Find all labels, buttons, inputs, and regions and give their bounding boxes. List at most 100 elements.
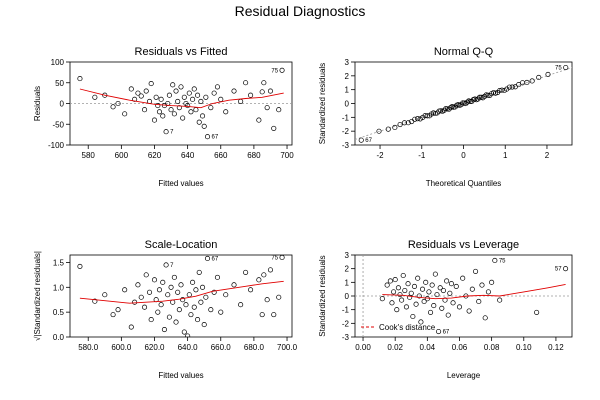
point-label: 75 [271, 255, 278, 261]
data-point [218, 96, 224, 102]
data-point [418, 319, 424, 325]
data-point [199, 113, 206, 119]
data-point [128, 324, 134, 330]
data-point [379, 296, 385, 302]
plot-frame [69, 254, 293, 338]
point-label: 75 [555, 66, 562, 72]
data-point [248, 287, 254, 293]
data-point [178, 282, 184, 288]
data-point [183, 302, 189, 308]
data-point [151, 117, 158, 123]
data-point [193, 107, 199, 113]
data-point [173, 319, 179, 325]
data-point [405, 281, 411, 287]
x-tick-label: 0.04 [420, 343, 436, 352]
data-point [115, 100, 121, 107]
data-point [243, 80, 249, 86]
point-label: 7 [170, 263, 174, 269]
data-point [410, 313, 416, 320]
data-point [492, 257, 498, 264]
y-tick-label: -1 [342, 113, 350, 122]
data-point [469, 98, 475, 104]
data-point [185, 103, 191, 109]
data-point [166, 314, 172, 320]
x-axis-label: Theoretical Quantiles [426, 179, 502, 188]
y-tick-label: 0 [345, 100, 350, 109]
point-label: 67 [365, 138, 372, 144]
data-point [218, 309, 224, 315]
x-tick-label: 660 [214, 151, 228, 160]
data-point [201, 322, 207, 328]
data-point [146, 289, 153, 295]
data-point [445, 312, 451, 318]
smooth-line [79, 88, 284, 109]
x-tick-label: 700.0 [277, 343, 298, 352]
data-point [110, 104, 116, 110]
x-tick-label: 600 [115, 151, 129, 160]
point-label: 67 [212, 135, 219, 141]
data-point [190, 96, 196, 102]
data-point [171, 111, 177, 117]
x-tick-label: -1 [418, 151, 426, 160]
data-point [153, 94, 159, 100]
data-point [358, 137, 364, 143]
data-point [128, 86, 134, 92]
data-point [563, 64, 569, 71]
data-point [231, 282, 237, 288]
data-point [387, 278, 393, 284]
data-point [115, 307, 121, 313]
plot-area [355, 255, 572, 337]
data-point [415, 275, 421, 281]
data-point [271, 125, 277, 131]
data-point [434, 292, 440, 298]
data-point [138, 294, 144, 300]
data-point [196, 269, 202, 275]
data-point [208, 105, 214, 111]
data-point [447, 290, 453, 296]
y-tick-label: 0 [345, 292, 350, 301]
x-tick-label: 620.0 [144, 343, 165, 352]
y-tick-label: 1 [345, 86, 350, 95]
data-point [419, 286, 426, 292]
data-point [444, 278, 450, 284]
data-point [132, 299, 138, 305]
data-point [231, 88, 237, 94]
data-point [399, 297, 405, 303]
data-point [480, 95, 486, 101]
x-tick-label: 640.0 [178, 343, 199, 352]
x-tick-label: 1 [503, 151, 508, 160]
data-point [506, 84, 512, 90]
data-point [142, 107, 148, 113]
y-tick-label: 50 [55, 79, 64, 88]
data-point [421, 298, 427, 305]
data-point [256, 277, 262, 283]
data-point [401, 120, 408, 126]
data-point [261, 272, 267, 278]
data-point [456, 304, 463, 310]
smooth-line [79, 280, 284, 304]
data-point [491, 90, 497, 96]
data-point [186, 90, 192, 96]
data-point [122, 287, 128, 293]
data-point [243, 269, 249, 275]
data-point [479, 282, 485, 288]
x-axis-label: Leverage [447, 371, 481, 380]
data-point [466, 308, 472, 314]
x-axis-label: Fitted values [158, 371, 203, 380]
x-tick-label: 620 [148, 151, 162, 160]
data-point [158, 96, 164, 102]
data-point [392, 277, 398, 283]
data-point [148, 81, 154, 87]
data-point [279, 67, 285, 73]
data-point [196, 119, 202, 125]
data-point [92, 298, 98, 304]
data-point [264, 105, 270, 111]
x-tick-label: 600.0 [111, 343, 132, 352]
y-tick-label: 1.0 [53, 283, 65, 292]
data-point [163, 129, 169, 135]
data-point [193, 287, 199, 293]
data-point [173, 88, 179, 94]
y-tick-label: -3 [342, 141, 350, 150]
x-tick-label: -2 [376, 151, 384, 160]
